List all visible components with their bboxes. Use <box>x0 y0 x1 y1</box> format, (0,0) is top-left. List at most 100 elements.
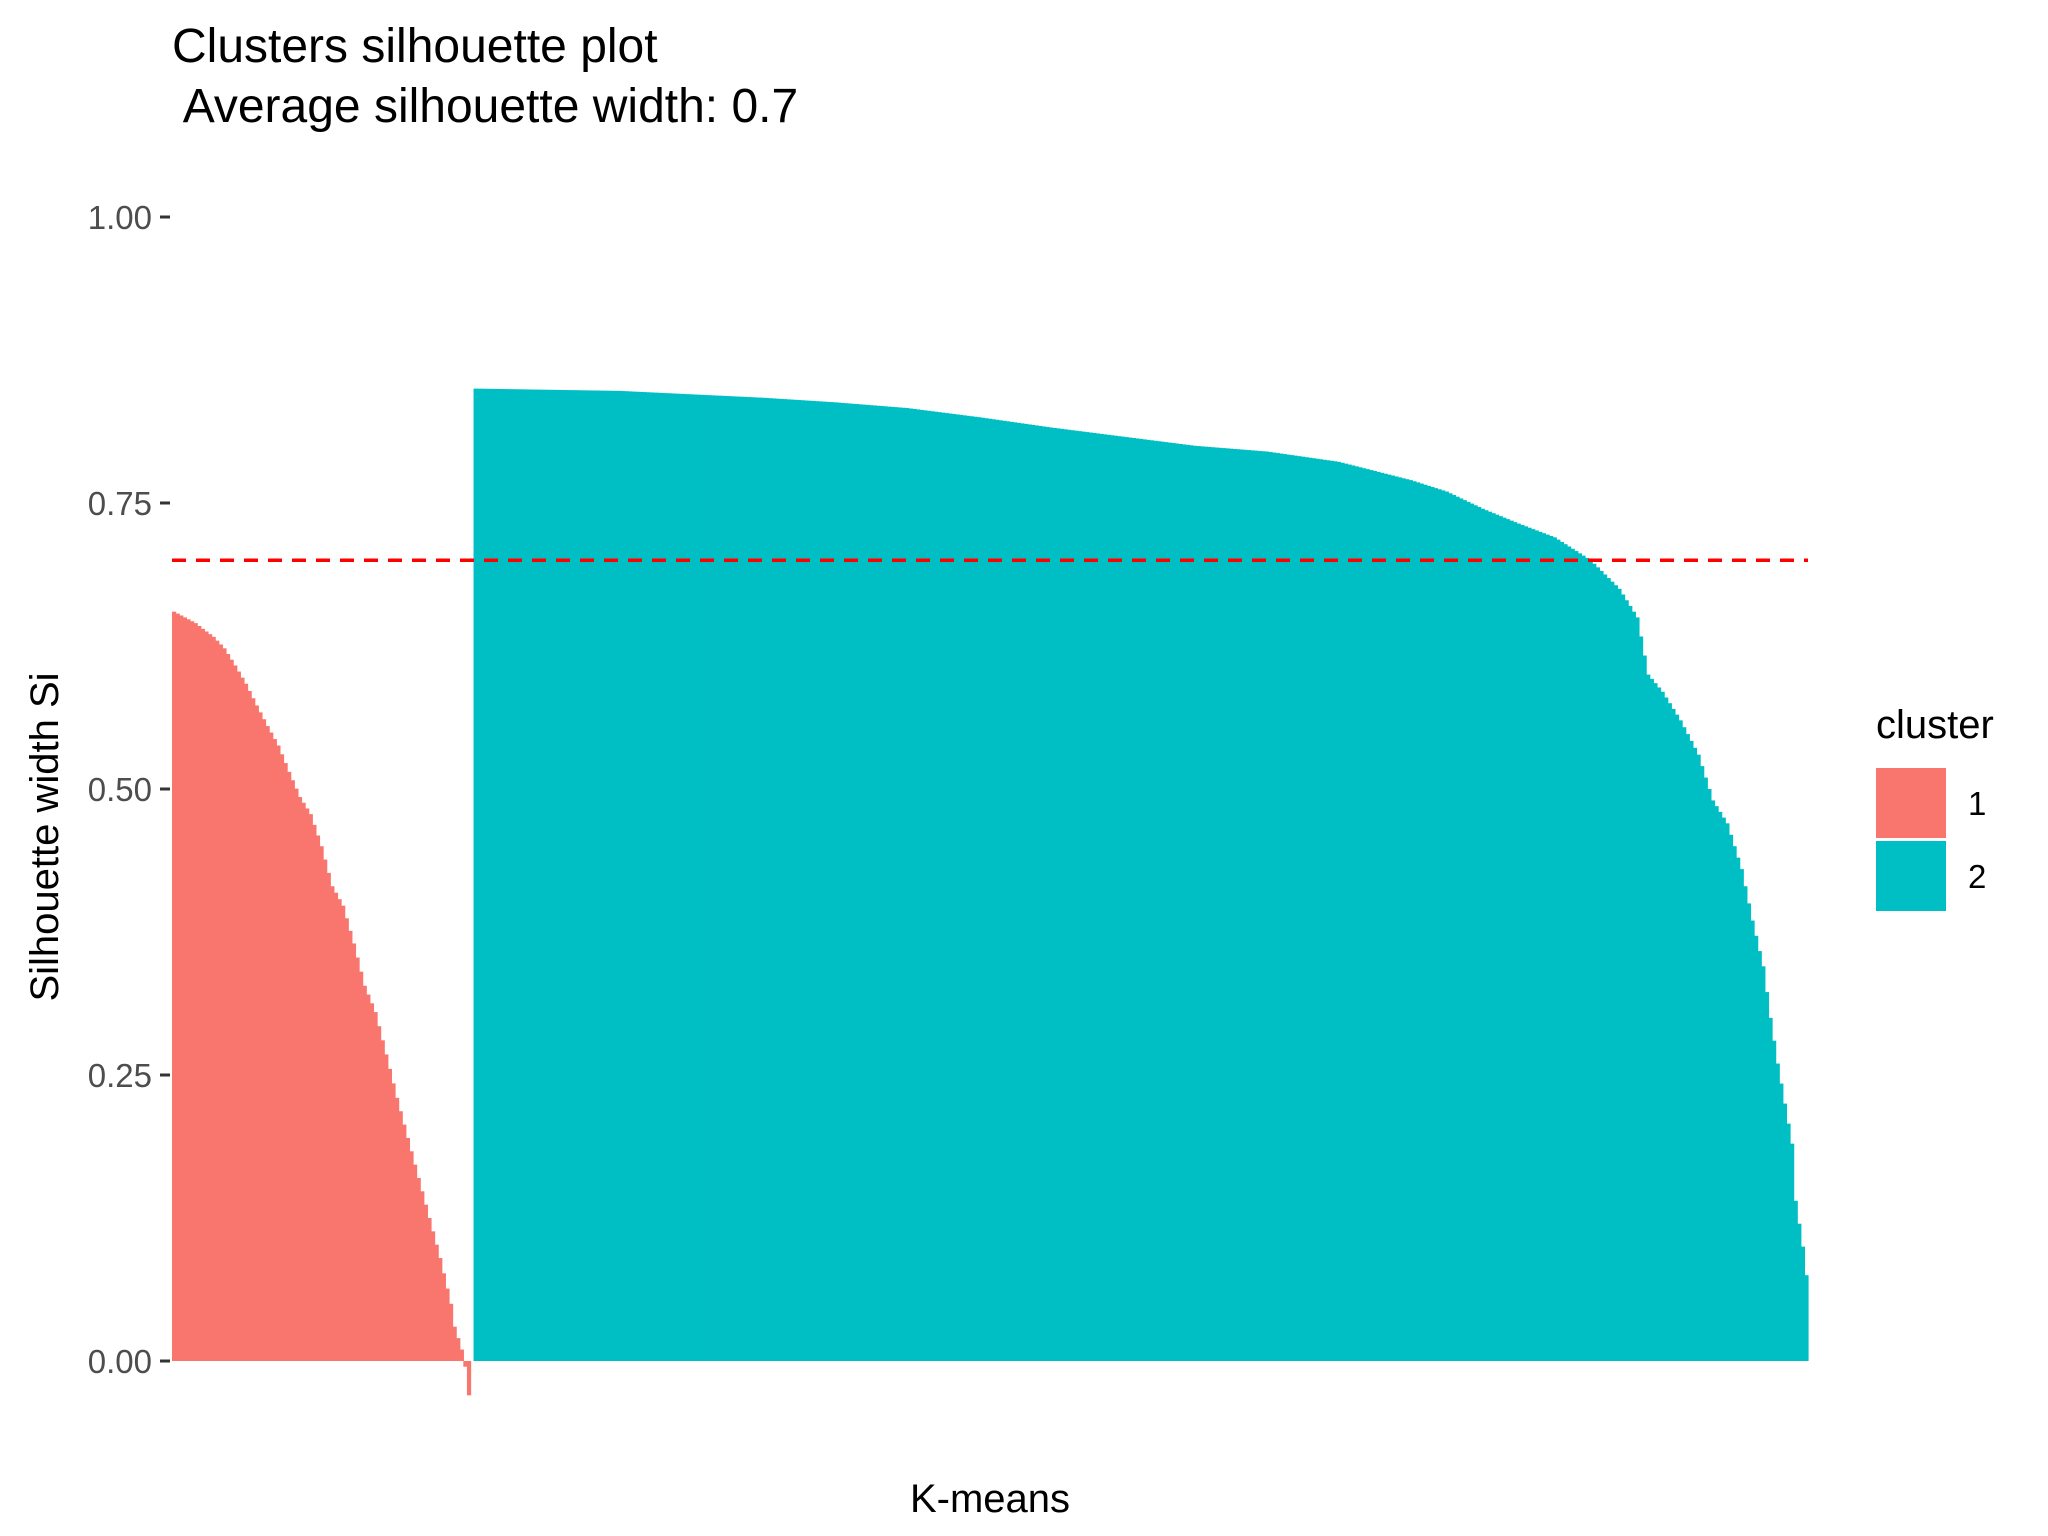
silhouette-bar <box>962 415 967 1361</box>
silhouette-bar <box>1293 455 1298 1361</box>
silhouette-bar <box>1113 435 1118 1362</box>
x-axis-title: K-means <box>910 1477 1070 1521</box>
silhouette-bar <box>1674 714 1680 1361</box>
silhouette-bar <box>1023 423 1029 1361</box>
silhouette-bar <box>725 396 730 1361</box>
silhouette-bar <box>505 389 511 1361</box>
silhouette-bar <box>642 392 647 1362</box>
silhouette-bar <box>912 408 917 1362</box>
y-tick-label: 1.00 <box>88 199 152 236</box>
silhouette-bar <box>1415 482 1421 1361</box>
y-tick-label: 0.25 <box>88 1057 152 1094</box>
legend-title: cluster <box>1876 703 1994 747</box>
silhouette-bar <box>1620 594 1626 1361</box>
silhouette-bar <box>1584 557 1590 1361</box>
silhouette-bar <box>951 414 957 1361</box>
silhouette-bar <box>948 413 953 1361</box>
silhouette-bar <box>1347 464 1352 1361</box>
silhouette-bar <box>269 732 274 1361</box>
chart-subtitle: Average silhouette width: 0.7 <box>172 80 798 133</box>
silhouette-bar <box>409 1151 414 1361</box>
silhouette-bar <box>876 405 881 1361</box>
silhouette-bar <box>186 619 191 1361</box>
silhouette-bar <box>1329 460 1334 1361</box>
silhouette-bar <box>1045 426 1050 1362</box>
silhouette-bar <box>782 399 788 1361</box>
silhouette-bar <box>973 416 978 1361</box>
silhouette-bar <box>1642 655 1647 1361</box>
silhouette-bar <box>175 613 180 1361</box>
silhouette-bar <box>689 394 694 1361</box>
silhouette-bar <box>279 754 285 1361</box>
silhouette-bar <box>574 390 579 1361</box>
silhouette-bar <box>341 905 346 1361</box>
silhouette-bar <box>1344 463 1349 1361</box>
silhouette-bar <box>567 390 572 1362</box>
silhouette-bar <box>1653 683 1658 1361</box>
silhouette-bar <box>1721 817 1726 1361</box>
silhouette-bar <box>700 394 705 1362</box>
silhouette-bar <box>1462 500 1467 1361</box>
silhouette-bar <box>484 388 489 1361</box>
silhouette-bar <box>1495 514 1500 1361</box>
silhouette-bar <box>1487 511 1493 1361</box>
silhouette-bar <box>225 654 231 1361</box>
silhouette-bar <box>1167 442 1172 1362</box>
silhouette-bar <box>466 1361 472 1396</box>
silhouette-bar <box>1120 436 1126 1361</box>
silhouette-bar <box>258 712 263 1361</box>
silhouette-bar <box>761 397 766 1361</box>
silhouette-bar <box>1703 777 1708 1361</box>
silhouette-bar <box>516 389 521 1361</box>
silhouette-bar <box>1146 439 1151 1362</box>
silhouette-bar <box>1448 493 1453 1361</box>
silhouette-bar <box>858 404 863 1362</box>
silhouette-bar <box>1088 432 1093 1361</box>
silhouette-bar <box>610 390 615 1361</box>
silhouette-bar <box>1174 443 1180 1361</box>
silhouette-bar <box>1322 459 1327 1361</box>
silhouette-bar <box>243 683 249 1361</box>
silhouette-bar <box>559 389 565 1362</box>
silhouette-bar <box>1451 494 1457 1361</box>
silhouette-bar <box>1149 440 1154 1361</box>
legend-label-cluster-2: 2 <box>1968 858 1986 895</box>
silhouette-bar <box>1678 720 1683 1361</box>
silhouette-bar <box>1351 465 1356 1362</box>
silhouette-bar <box>1315 458 1320 1362</box>
silhouette-bar <box>1016 422 1021 1361</box>
silhouette-bar <box>1538 531 1543 1361</box>
silhouette-bar <box>434 1244 439 1361</box>
silhouette-bar <box>480 388 485 1362</box>
silhouette-bar <box>513 389 518 1362</box>
silhouette-bar <box>995 419 1000 1361</box>
silhouette-bar <box>326 872 331 1361</box>
silhouette-bar <box>355 957 360 1361</box>
silhouette-bar <box>1117 436 1122 1361</box>
legend: cluster 1 2 <box>1876 703 1994 911</box>
silhouette-bar <box>1473 505 1478 1361</box>
silhouette-bar <box>977 417 982 1361</box>
silhouette-bar <box>660 392 665 1361</box>
silhouette-bar <box>1250 450 1255 1361</box>
silhouette-bar <box>477 388 482 1361</box>
silhouette-bar <box>445 1288 450 1361</box>
silhouette-bar <box>523 389 529 1361</box>
silhouette-bar <box>595 390 601 1361</box>
silhouette-bar <box>1437 489 1442 1361</box>
silhouette-bar <box>710 395 716 1362</box>
silhouette-bar <box>923 410 928 1362</box>
silhouette-bar <box>793 399 798 1361</box>
silhouette-bar <box>1081 431 1086 1361</box>
silhouette-bar <box>1264 451 1270 1361</box>
silhouette-bar <box>1189 445 1194 1362</box>
silhouette-bar <box>1736 857 1741 1361</box>
silhouette-bar <box>369 1003 375 1361</box>
silhouette-bar <box>1128 437 1133 1361</box>
silhouette-bar <box>1099 433 1104 1361</box>
silhouette-bar <box>750 397 755 1361</box>
silhouette-bar <box>617 390 622 1361</box>
silhouette-bar <box>319 846 324 1361</box>
silhouette-bar <box>1067 429 1072 1361</box>
silhouette-bar <box>438 1258 443 1361</box>
